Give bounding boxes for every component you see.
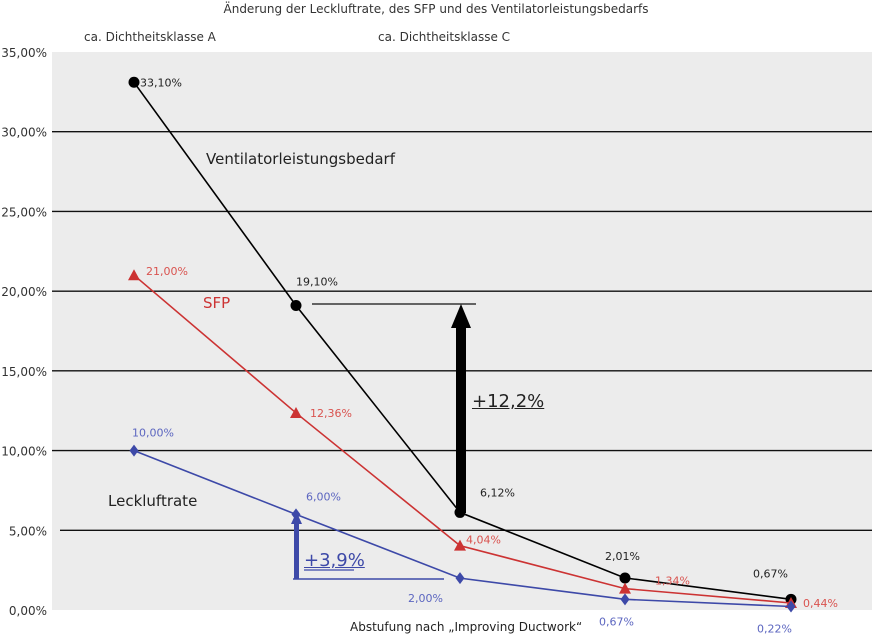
data-label: 21,00% bbox=[146, 265, 188, 278]
data-label: 0,22% bbox=[757, 622, 792, 635]
y-tick-label: 20,00% bbox=[1, 285, 47, 299]
data-label: 12,36% bbox=[310, 407, 352, 420]
data-label: 33,10% bbox=[140, 76, 182, 89]
arrow-leak-shaft bbox=[294, 520, 299, 579]
chart-title: Änderung der Leckluftrate, des SFP und d… bbox=[223, 2, 649, 16]
data-label: 1,34% bbox=[655, 575, 690, 588]
data-label: 6,12% bbox=[480, 486, 515, 499]
series-label-sfp: SFP bbox=[203, 294, 231, 312]
y-tick-label: 30,00% bbox=[1, 126, 47, 140]
circle-marker bbox=[454, 506, 466, 518]
data-label: 2,00% bbox=[408, 592, 443, 605]
series-label-fan: Ventilatorleistungsbedarf bbox=[206, 150, 395, 168]
y-tick-label: 10,00% bbox=[1, 445, 47, 459]
triangle-marker bbox=[128, 269, 140, 281]
data-label: 19,10% bbox=[296, 275, 338, 288]
y-tick-label: 15,00% bbox=[1, 365, 47, 379]
series-lines bbox=[128, 76, 797, 613]
data-label: 10,00% bbox=[132, 427, 174, 440]
series-label-leak: Leckluftrate bbox=[108, 492, 198, 510]
circle-marker bbox=[128, 76, 140, 88]
triangle-marker bbox=[290, 406, 302, 418]
arrow-fan-head bbox=[451, 304, 471, 328]
diamond-marker bbox=[455, 572, 465, 585]
delta-fan-label: +12,2% bbox=[472, 391, 545, 412]
data-label: 6,00% bbox=[306, 490, 341, 503]
diamond-marker bbox=[620, 593, 630, 606]
y-axis-ticks: 0,00% 5,00% 10,00% 15,00% 20,00% 25,00% 30,00%… bbox=[1, 46, 47, 618]
x-axis-label: Abstufung nach „Improving Ductwork“ bbox=[350, 620, 583, 634]
triangle-marker bbox=[454, 539, 466, 551]
data-label: 0,67% bbox=[753, 567, 788, 580]
y-tick-label: 25,00% bbox=[1, 205, 47, 219]
data-label: 2,01% bbox=[605, 550, 640, 563]
delta-leak-label: +3,9% bbox=[304, 550, 365, 571]
circle-marker bbox=[290, 299, 302, 311]
diamond-marker bbox=[129, 444, 139, 457]
arrow-fan-shaft bbox=[456, 325, 466, 513]
data-labels: 33,10% 19,10% 6,12% 2,01% 0,67% 21,00% 12,36% 4… bbox=[132, 76, 838, 635]
y-tick-label: 5,00% bbox=[9, 524, 47, 538]
y-tick-label: 35,00% bbox=[1, 46, 47, 60]
circle-marker bbox=[619, 572, 631, 584]
data-label: 4,04% bbox=[466, 534, 501, 547]
class-a-label: ca. Dichtheitsklasse A bbox=[84, 30, 216, 44]
diamond-marker bbox=[291, 508, 301, 521]
y-tick-label: 0,00% bbox=[9, 604, 47, 618]
diamond-marker bbox=[786, 600, 796, 613]
class-c-label: ca. Dichtheitsklasse C bbox=[378, 30, 511, 44]
data-label: 0,67% bbox=[599, 615, 634, 628]
data-label: 0,44% bbox=[803, 597, 838, 610]
triangle-marker bbox=[619, 582, 631, 594]
